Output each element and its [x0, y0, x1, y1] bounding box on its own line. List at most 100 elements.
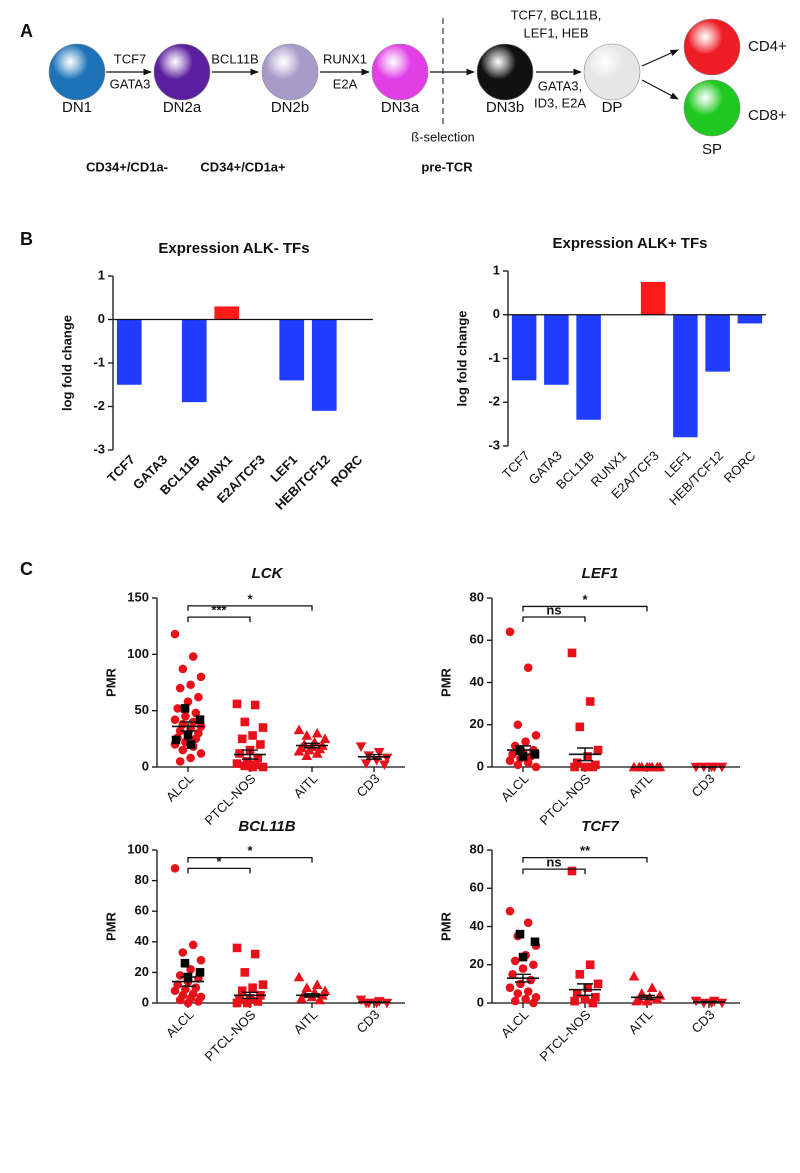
arrow-label: RUNX1 [323, 51, 367, 66]
significance-label: ns [546, 602, 561, 617]
y-tick-label: 80 [470, 841, 484, 856]
y-tick-label: 40 [470, 674, 484, 689]
stage-label: CD34+/CD1a- [86, 159, 168, 174]
bar [640, 281, 666, 315]
point [530, 750, 540, 759]
point [311, 748, 323, 758]
point [196, 672, 206, 682]
point [529, 960, 538, 970]
bar [311, 319, 337, 411]
significance-label: * [247, 843, 253, 858]
point [175, 757, 185, 766]
chart-title: Expression ALK+ TFs [553, 235, 708, 252]
significance-label: ** [580, 843, 591, 858]
arrow-label: TCF7, BCL11B, [511, 7, 602, 22]
point [243, 998, 252, 1008]
y-tick-label: 40 [470, 918, 484, 933]
point [355, 995, 367, 1006]
point [186, 753, 195, 763]
point [170, 715, 180, 724]
point [505, 756, 515, 765]
error-bar [639, 994, 655, 1000]
node-label: DP [602, 99, 623, 116]
point [311, 979, 323, 989]
point [518, 964, 528, 973]
significance-bracket [522, 857, 648, 863]
y-tick-label: 20 [470, 956, 484, 971]
point [253, 753, 263, 763]
point [521, 737, 530, 746]
checkpoint-label: ß-selection [411, 129, 475, 144]
point [505, 627, 515, 637]
significance-bracket [522, 616, 586, 623]
point [180, 958, 190, 968]
y-tick-label: 60 [470, 880, 484, 895]
point [515, 929, 525, 939]
point [293, 724, 305, 735]
y-tick-label: -2 [93, 398, 105, 413]
point [585, 960, 595, 970]
arrow-label: BCL11B [211, 51, 258, 66]
arrow-label: ID3, E2A [534, 95, 586, 110]
y-tick-label: 1 [98, 267, 105, 282]
point [293, 971, 305, 982]
point [194, 997, 203, 1006]
point [183, 697, 193, 706]
point [195, 715, 205, 724]
point [250, 949, 260, 959]
y-tick-label: 60 [135, 903, 149, 918]
bar [576, 314, 601, 420]
point [513, 720, 523, 730]
point [513, 989, 523, 998]
point [570, 762, 579, 772]
bar [214, 306, 240, 320]
point [530, 937, 540, 947]
bar [116, 319, 142, 385]
arrow-label: TCF7 [114, 51, 147, 66]
y-axis-label: PMR [103, 911, 118, 941]
point [531, 762, 541, 772]
point [575, 970, 585, 979]
bar [737, 314, 763, 324]
node-label: DN2b [271, 99, 309, 116]
y-tick-label: 60 [470, 632, 484, 647]
bar [279, 319, 305, 381]
diagram: TCF7 GATA3 BCL11B RUNX1 E2A TCF7, BCL11B… [48, 7, 787, 174]
chart-title: LEF1 [582, 565, 619, 582]
arrow-label: GATA3 [110, 76, 151, 91]
point [175, 683, 185, 693]
point [505, 906, 515, 916]
point [248, 983, 257, 992]
y-tick-label: 150 [127, 589, 149, 604]
point [567, 648, 577, 658]
y-tick-label: 0 [98, 311, 105, 326]
point [237, 986, 247, 996]
panel-label: B [20, 229, 33, 249]
point [258, 723, 268, 732]
point [652, 993, 663, 1004]
point [178, 664, 188, 674]
y-tick-label: 80 [470, 589, 484, 604]
node [583, 43, 641, 101]
significance-label: ns [546, 855, 561, 870]
point [180, 704, 190, 713]
y-tick-label: -2 [488, 394, 500, 409]
point [178, 745, 188, 755]
error-bar [577, 983, 593, 997]
point [194, 692, 203, 702]
point [258, 762, 268, 772]
y-tick-label: 1 [493, 262, 500, 277]
y-tick-label: 0 [142, 758, 149, 773]
error-bar [180, 721, 196, 732]
error-bar [577, 747, 593, 762]
arrows [106, 18, 679, 124]
error-bar [242, 749, 258, 760]
error-bar [515, 745, 531, 756]
point [593, 979, 603, 989]
point [567, 866, 577, 876]
point [311, 727, 323, 738]
node-label: DN3a [381, 99, 420, 116]
point [360, 759, 372, 769]
chart-title: LCK [252, 565, 284, 582]
